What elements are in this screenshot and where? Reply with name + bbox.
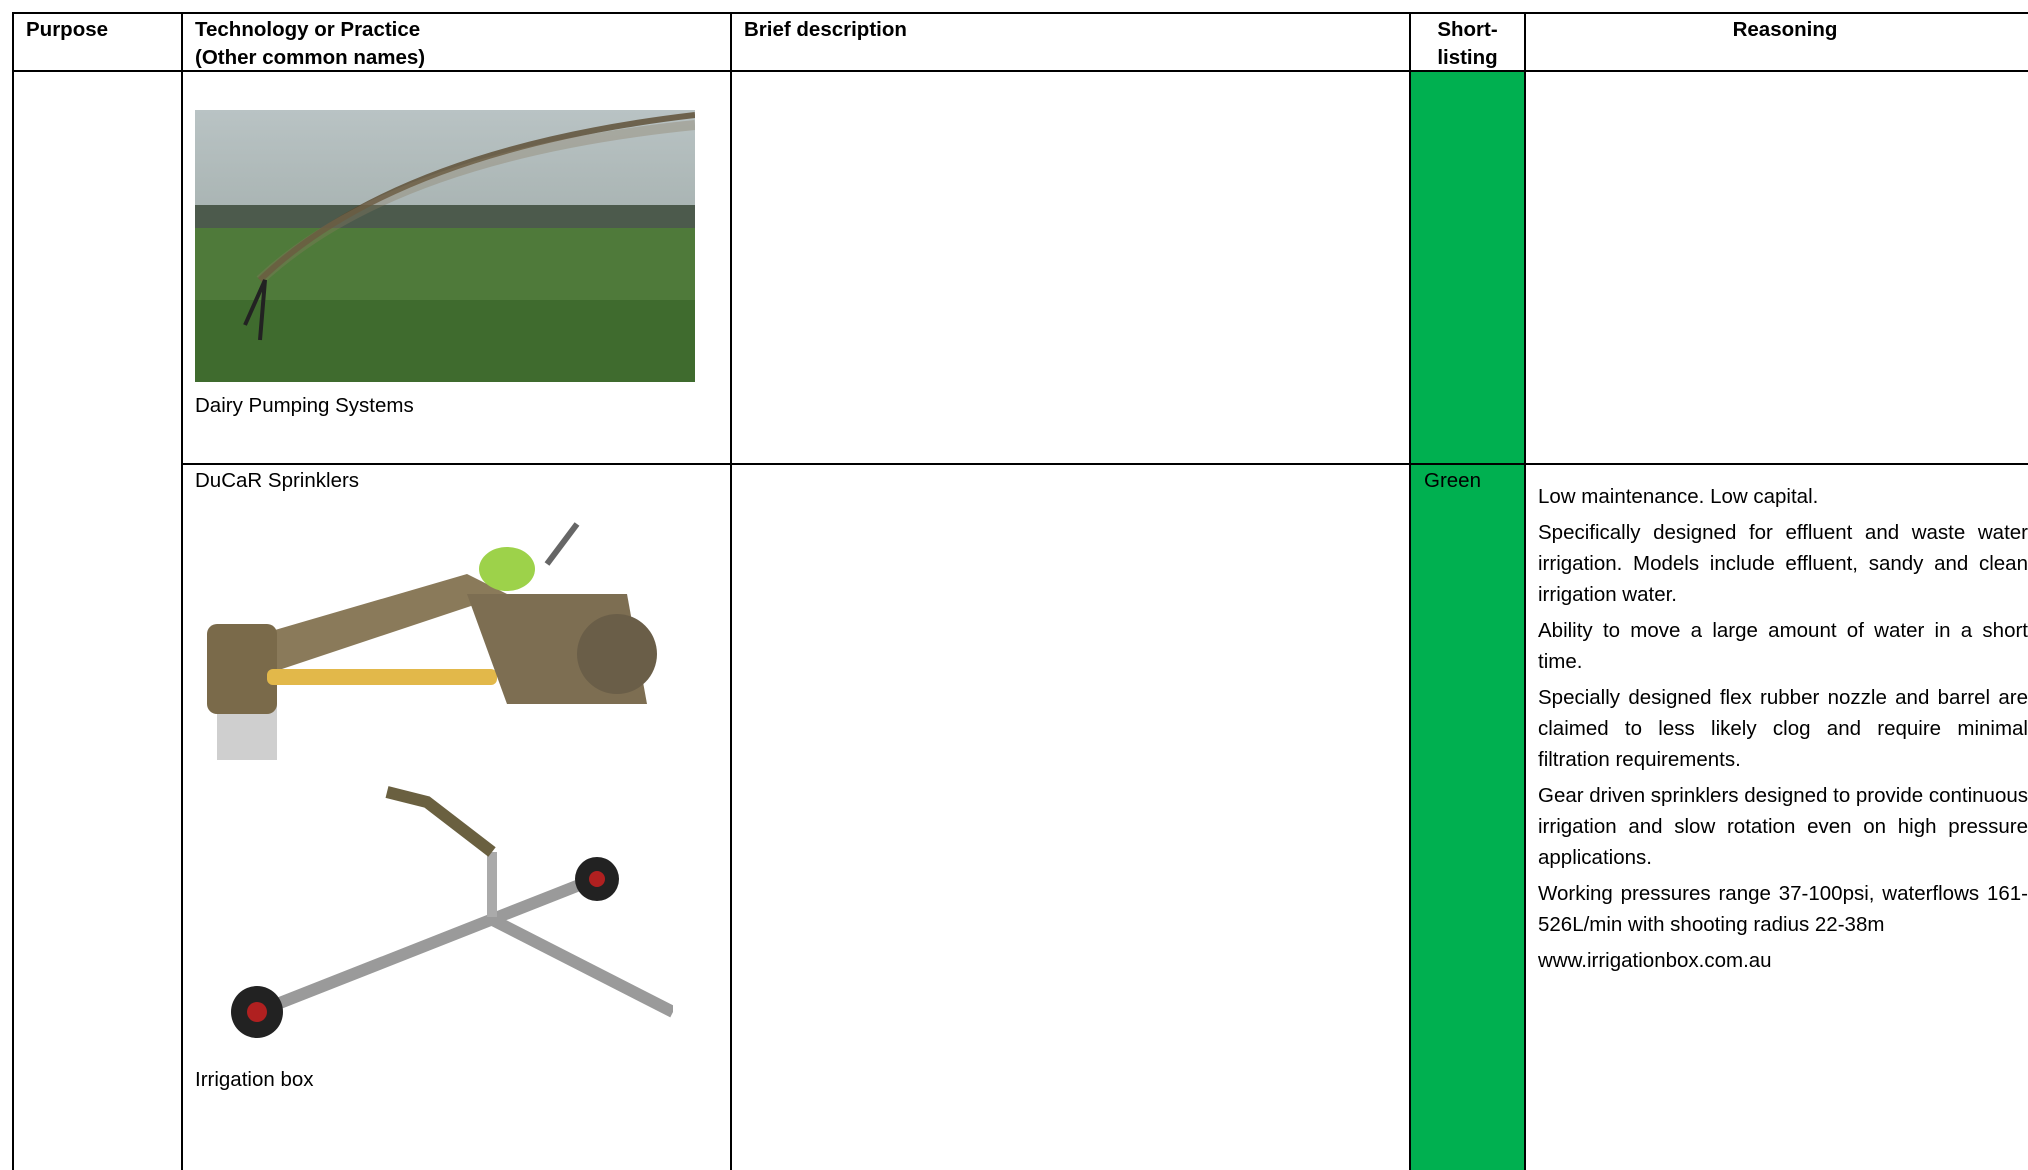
reasoning-cell: Low maintenance. Low capital. Specificall… [1538,481,2028,981]
table-border [182,463,2028,465]
reasoning-paragraph: Ability to move a large amount of water … [1538,619,2028,673]
technology-title: DuCaR Sprinklers [195,469,360,492]
table-border [1409,12,1411,1170]
table-border [12,12,14,1170]
reasoning-paragraph: Low maintenance. Low capital. [1538,485,1819,508]
shortlisting-value: Green [1424,469,1481,492]
table-border [1524,12,1526,1170]
table-border [13,70,2028,72]
table-border [13,12,2028,14]
photo-sprinkler [207,504,686,760]
reasoning-paragraph: Specifically designed for effluent and w… [1538,521,2028,606]
reasoning-paragraph: Working pressures range 37-100psi, water… [1538,882,2028,936]
photo-dairy-pumping [195,110,695,382]
header-cell: Brief description [744,18,907,41]
table-border [181,12,183,1170]
table-border [730,12,732,1170]
header-cell: Purpose [26,18,109,41]
header-cell: Reasoning [1732,18,1838,41]
reasoning-paragraph: Specially designed flex rubber nozzle an… [1538,686,2028,771]
image-caption: Dairy Pumping Systems [195,394,414,417]
header-cell: Technology or Practice (Other common nam… [195,18,426,69]
shortlisting-fill [1410,71,1525,1170]
photo-irrigation-cart [207,782,673,1048]
reasoning-paragraph: Gear driven sprinklers designed to provi… [1538,784,2028,869]
reasoning-paragraph: www.irrigationbox.com.au [1538,949,1772,972]
header-cell: Short- listing [1437,18,1498,69]
image-caption: Irrigation box [195,1068,314,1091]
